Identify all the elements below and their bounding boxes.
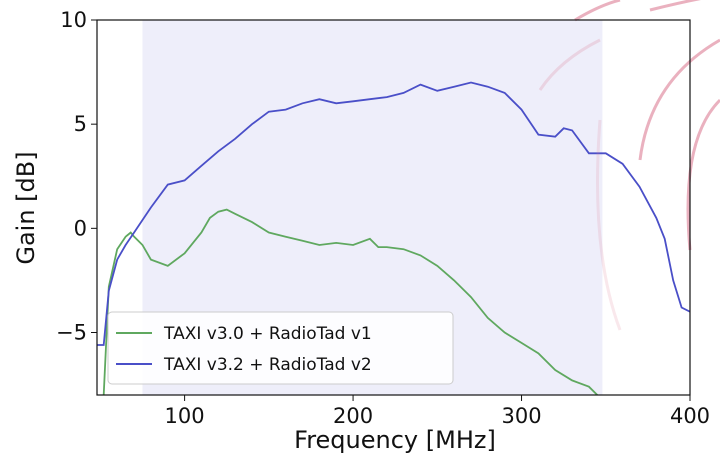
x-tick-label: 400 xyxy=(670,404,710,428)
x-tick-label: 300 xyxy=(501,404,541,428)
legend-box xyxy=(107,311,454,385)
y-tick-label: 0 xyxy=(74,216,87,240)
decoration xyxy=(538,0,720,331)
x-tick-label: 200 xyxy=(333,404,373,428)
axes-frame xyxy=(96,19,691,396)
y-axis-label: Gain [dB] xyxy=(12,151,40,264)
y-tick-label: 10 xyxy=(60,8,87,32)
series-line xyxy=(102,208,598,395)
legend-label: TAXI v3.2 + RadioTad v2 xyxy=(163,355,372,375)
series-line xyxy=(97,81,690,346)
x-tick-label: 100 xyxy=(165,404,205,428)
legend: TAXI v3.0 + RadioTad v1 TAXI v3.2 + Radio… xyxy=(107,311,454,385)
x-axis-label: Frequency [MHz] xyxy=(294,426,496,454)
y-tick-label: 5 xyxy=(74,112,87,136)
y-tick-label: −5 xyxy=(56,321,87,345)
legend-label: TAXI v3.0 + RadioTad v1 xyxy=(163,324,372,344)
